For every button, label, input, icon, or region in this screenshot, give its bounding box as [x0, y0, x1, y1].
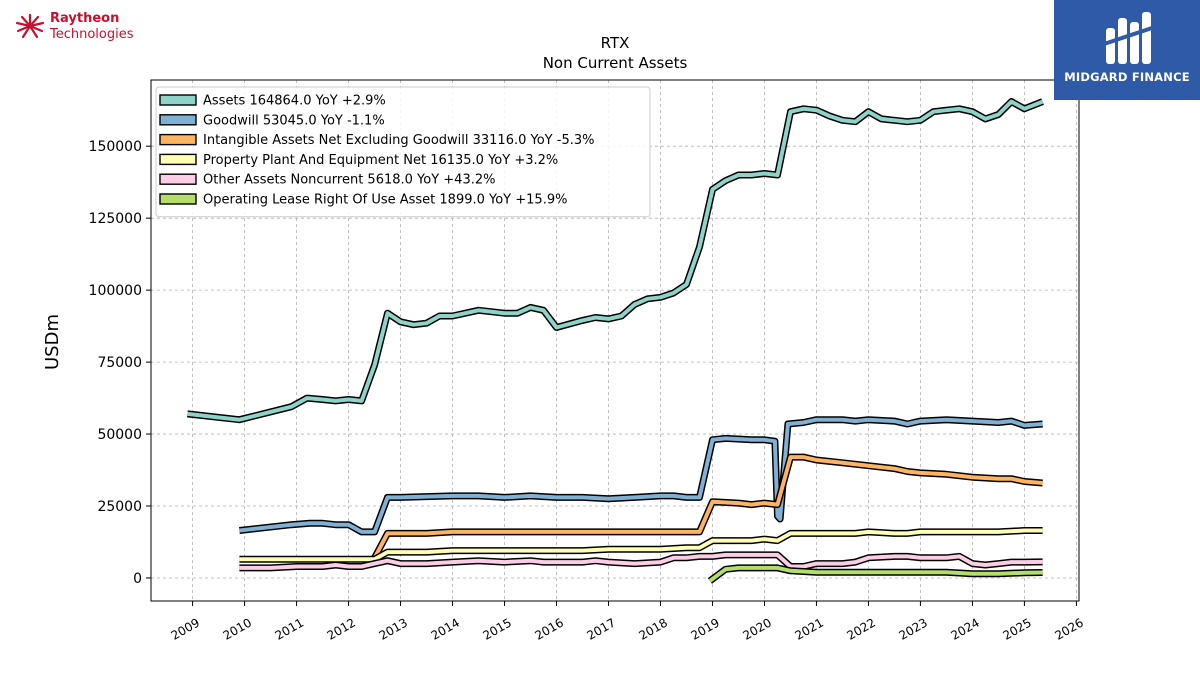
legend-entry: Goodwill 53045.0 YoY -1.1%	[203, 113, 385, 128]
x-tick-label: 2018	[637, 615, 670, 642]
chart-subtitle: Non Current Assets	[543, 54, 688, 72]
x-tick-label: 2016	[533, 615, 566, 642]
logo-brand-sub: Technologies	[50, 27, 134, 42]
series-lines	[187, 98, 1044, 584]
legend-swatch	[159, 114, 197, 126]
legend-box	[155, 86, 651, 218]
y-tick-label: 150000	[89, 139, 142, 155]
x-tick-label: 2013	[377, 615, 410, 642]
plot-frame	[150, 79, 1080, 602]
legend-swatch	[159, 153, 197, 166]
y-tick-label: 25000	[97, 499, 142, 515]
logo-brand-name: Raytheon	[50, 11, 120, 26]
x-tick-label: 2011	[273, 615, 306, 642]
y-tick-label: 125000	[89, 211, 142, 227]
legend-entry: Operating Lease Right Of Use Asset 1899.…	[203, 193, 567, 208]
series-line-3	[239, 528, 1043, 562]
legend-entry: Assets 164864.0 YoY +2.9%	[203, 94, 386, 109]
x-tick-label: 2026	[1052, 615, 1085, 642]
x-tick-label: 2024	[948, 615, 981, 642]
x-tick-label: 2022	[844, 615, 877, 642]
series-line-1	[239, 417, 1043, 534]
legend-swatch	[159, 173, 197, 185]
legend: Assets 164864.0 YoY +2.9% Goodwill 53045.…	[155, 86, 651, 218]
series-line-2	[372, 455, 1043, 559]
midgard-mark-icon	[1103, 12, 1153, 64]
x-tick-label: 2020	[741, 615, 774, 642]
legend-swatch	[159, 94, 197, 106]
legend-swatch	[159, 133, 197, 146]
legend-swatch	[159, 193, 197, 205]
x-tick-label: 2010	[221, 615, 254, 642]
sunburst-icon	[15, 13, 45, 39]
x-tick-label: 2017	[585, 615, 618, 642]
chart-title: RTX	[601, 34, 630, 52]
y-tick-label: 100000	[89, 283, 142, 299]
x-tick-label: 2009	[169, 615, 202, 642]
x-tick-label: 2025	[1000, 615, 1033, 642]
y-tick-label: 75000	[97, 355, 142, 371]
series-line-4	[239, 552, 1043, 570]
y-axis-label: USDm	[42, 314, 63, 370]
legend-entry: Intangible Assets Net Excluding Goodwill…	[203, 133, 594, 148]
midgard-logo-text: MIDGARD FINANCE	[1064, 70, 1190, 84]
legend-entry: Property Plant And Equipment Net 16135.0…	[203, 153, 558, 168]
raytheon-logo: Raytheon Technologies	[14, 10, 164, 46]
y-tick-label: 0	[133, 571, 142, 587]
x-tick-label: 2012	[325, 615, 358, 642]
y-tick-label: 50000	[97, 427, 142, 443]
x-tick-label: 2014	[429, 615, 462, 642]
series-line-0	[187, 99, 1044, 422]
legend-entry: Other Assets Noncurrent 5618.0 YoY +43.2…	[203, 173, 495, 188]
midgard-finance-logo: MIDGARD FINANCE	[1054, 0, 1200, 100]
series-line-5	[708, 565, 1043, 583]
x-tick-label: 2019	[689, 615, 722, 642]
x-tick-label: 2021	[793, 615, 826, 642]
x-tick-label: 2015	[481, 615, 514, 642]
x-tick-label: 2023	[896, 615, 929, 642]
